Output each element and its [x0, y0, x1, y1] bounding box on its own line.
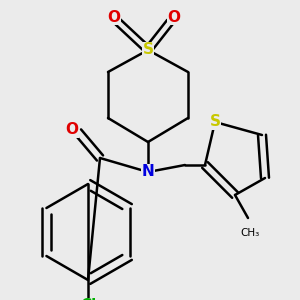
- Text: Cl: Cl: [80, 298, 96, 300]
- Text: S: S: [209, 115, 220, 130]
- Text: S: S: [142, 43, 154, 58]
- Text: O: O: [65, 122, 79, 137]
- Text: O: O: [107, 10, 121, 25]
- Text: CH₃: CH₃: [240, 228, 260, 238]
- Text: N: N: [142, 164, 154, 179]
- Text: O: O: [167, 10, 181, 25]
